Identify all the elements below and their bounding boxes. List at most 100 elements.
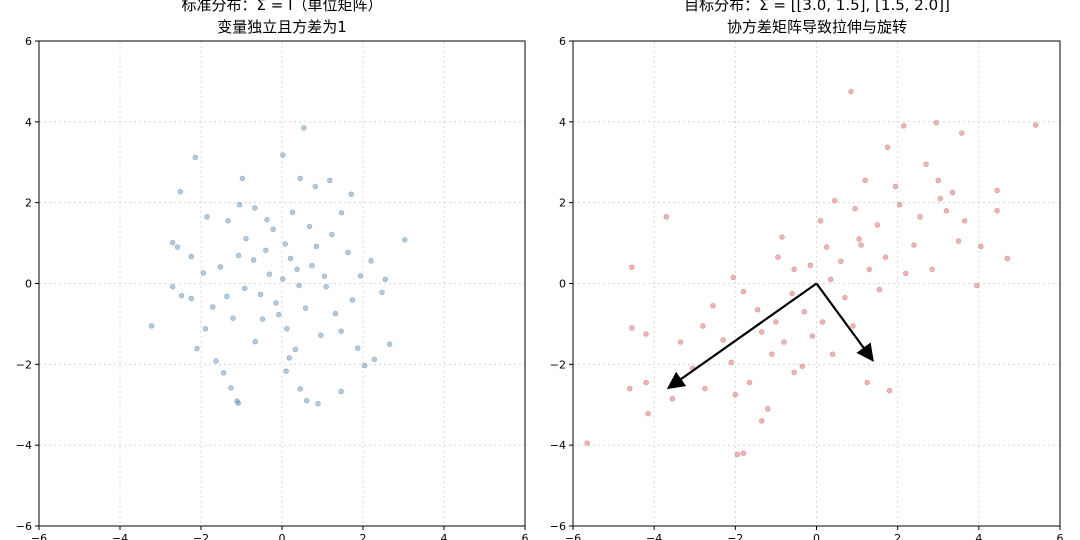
- data-point: [740, 450, 747, 456]
- right-panel: 目标分布：Σ = [[3.0, 1.5], [1.5, 2.0]] 协方差矩阵导…: [550, 0, 1064, 540]
- data-point: [283, 368, 289, 374]
- data-point: [280, 152, 286, 158]
- data-point: [273, 300, 279, 306]
- left-panel: 标准分布：Σ = I（单位矩阵） 变量独立且方差为1 −6−6 −4 −4 −2 −2 0…: [16, 0, 529, 540]
- scatter-points: [148, 125, 408, 407]
- data-point: [313, 243, 320, 250]
- data-point: [876, 286, 883, 293]
- data-point: [213, 358, 219, 364]
- x-tick-label: −4: [112, 532, 128, 540]
- data-point: [850, 323, 856, 329]
- data-point: [332, 310, 339, 317]
- data-point: [242, 285, 248, 292]
- data-point: [1004, 255, 1010, 262]
- x-tick-label: 4: [975, 532, 982, 540]
- data-point: [263, 247, 269, 254]
- data-point: [387, 341, 393, 347]
- data-point: [801, 309, 808, 315]
- data-point: [884, 144, 891, 150]
- data-point: [188, 295, 194, 302]
- data-point: [202, 326, 209, 332]
- data-point: [204, 214, 210, 220]
- y-tick-label: −6: [550, 520, 566, 533]
- left-title-line-2: 变量独立且方差为1: [217, 18, 347, 36]
- x-tick-label: 4: [441, 532, 448, 540]
- data-point: [643, 379, 649, 386]
- eigenvector-arrow: [815, 282, 874, 362]
- data-point: [903, 270, 909, 277]
- data-point: [194, 345, 200, 352]
- x-tick-label: −6: [565, 532, 581, 540]
- data-point: [775, 254, 781, 260]
- data-point: [629, 264, 635, 271]
- data-point: [361, 362, 368, 369]
- data-point: [225, 218, 231, 224]
- data-point: [852, 206, 858, 212]
- data-point: [789, 290, 795, 297]
- data-point: [236, 201, 243, 208]
- data-point: [929, 266, 935, 273]
- data-point: [791, 266, 797, 273]
- data-point: [200, 270, 207, 276]
- y-tick-label: 6: [25, 35, 32, 48]
- data-point: [357, 273, 364, 279]
- data-point: [759, 329, 765, 335]
- y-tick-label: 4: [559, 116, 566, 129]
- data-point: [974, 282, 980, 289]
- data-point: [243, 235, 249, 242]
- x-tick-label: 2: [360, 532, 367, 540]
- y-tick-label: −6: [16, 520, 32, 533]
- data-point: [645, 410, 651, 417]
- data-point: [304, 398, 310, 404]
- data-point: [368, 258, 374, 264]
- axes-frame: [38, 40, 526, 527]
- data-point: [842, 294, 848, 301]
- scatter-points: [584, 88, 1039, 458]
- data-point: [720, 337, 726, 343]
- data-point: [306, 223, 313, 230]
- x-tick-label: 6: [522, 532, 529, 540]
- data-point: [294, 266, 300, 273]
- data-point: [402, 237, 408, 243]
- data-point: [819, 319, 826, 325]
- y-tick-label: −2: [550, 358, 566, 371]
- data-point: [345, 249, 351, 256]
- data-point: [943, 208, 950, 214]
- data-point: [728, 359, 734, 366]
- data-point: [329, 231, 335, 238]
- data-point: [627, 385, 633, 392]
- data-point: [933, 119, 939, 126]
- data-point: [296, 282, 302, 289]
- data-point: [935, 177, 941, 184]
- data-point: [252, 205, 258, 211]
- data-point: [349, 297, 356, 303]
- data-point: [746, 379, 753, 386]
- data-point: [923, 161, 929, 167]
- data-point: [978, 243, 984, 250]
- data-point: [282, 241, 288, 247]
- data-point: [228, 385, 234, 391]
- data-point: [286, 355, 292, 361]
- y-tick-label: 2: [25, 197, 32, 210]
- data-point: [174, 244, 181, 250]
- data-point: [584, 440, 590, 446]
- data-point: [235, 252, 242, 259]
- data-point: [230, 315, 236, 321]
- data-point: [832, 197, 838, 204]
- data-point: [338, 388, 344, 395]
- data-point: [765, 406, 771, 412]
- x-tick-label: −4: [646, 532, 662, 540]
- data-point: [297, 386, 303, 392]
- data-point: [858, 242, 864, 248]
- data-point: [807, 262, 814, 269]
- data-point: [292, 346, 299, 353]
- data-point: [702, 385, 708, 392]
- data-point: [799, 363, 805, 370]
- x-tick-label: 6: [1057, 532, 1064, 540]
- data-point: [371, 356, 378, 363]
- data-point: [382, 276, 388, 283]
- data-point: [856, 236, 862, 242]
- y-tick-label: 6: [559, 35, 566, 48]
- data-point: [289, 209, 296, 216]
